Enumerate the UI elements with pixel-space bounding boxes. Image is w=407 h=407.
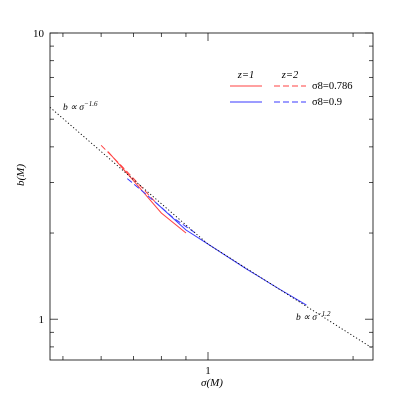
legend-row-label: σ8=0.786 [312, 81, 352, 92]
series-line-0 [107, 151, 187, 234]
series-line-3 [126, 178, 198, 235]
y-axis-label: b(M) [15, 164, 27, 186]
power-law-annotation: b ∝ σ−1.2 [296, 310, 331, 323]
y-tick-label: 10 [33, 28, 45, 40]
y-tick-label: 1 [39, 314, 45, 326]
annotation-base: b ∝ σ [296, 313, 317, 323]
annotation-exponent: −1.2 [317, 310, 331, 318]
legend-column-header: z=1 [237, 70, 254, 81]
power-law-annotation: b ∝ σ−1.6 [63, 100, 98, 113]
annotation-exponent: −1.6 [84, 100, 98, 108]
legend-row-label: σ8=0.9 [312, 97, 342, 108]
x-axis-label: σ(M) [201, 377, 223, 389]
x-tick-label: 1 [205, 365, 211, 377]
plot-frame [49, 32, 374, 361]
series-line-2 [155, 202, 307, 306]
annotation-base: b ∝ σ [63, 103, 84, 113]
legend-column-header: z=2 [281, 70, 299, 81]
series-line-1 [100, 144, 157, 204]
